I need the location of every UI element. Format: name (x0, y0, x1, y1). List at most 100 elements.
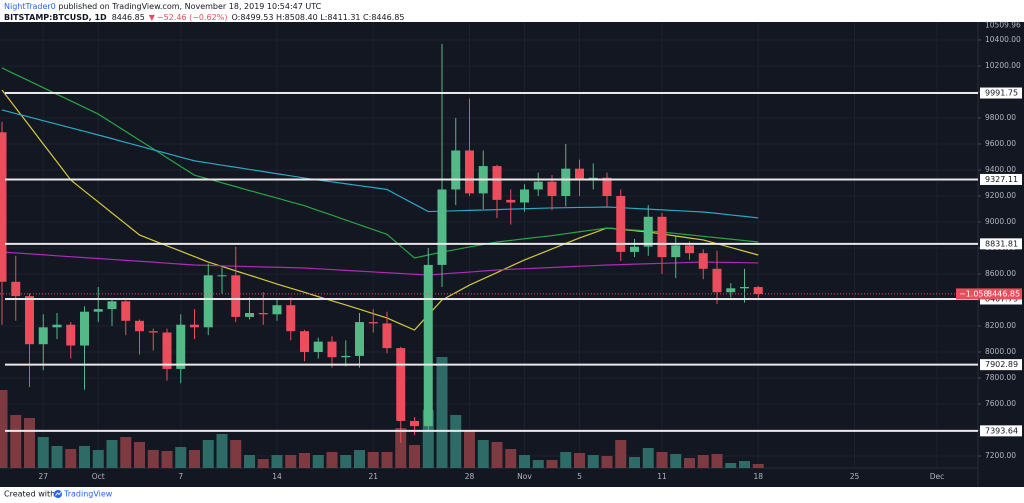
candle-body (245, 313, 254, 317)
moving-average (1, 67, 759, 259)
x-tick-label: 18 (753, 472, 763, 481)
volume-bar (271, 455, 283, 468)
plot (0, 22, 978, 468)
level-label: 9327.11 (985, 175, 1018, 184)
candle-body (300, 331, 309, 353)
candle-body (547, 181, 557, 196)
volume-bar (79, 446, 90, 468)
volume-bar (120, 437, 132, 468)
candle-body (135, 320, 144, 332)
candle-body (602, 177, 612, 196)
chart-background (0, 22, 1024, 487)
axes: 7200.007400.007600.007800.008000.008200.… (38, 21, 1022, 481)
volume-bar (409, 445, 420, 468)
candle-body (616, 195, 626, 252)
candle-body (712, 268, 722, 293)
candle-body (80, 311, 89, 346)
volume-bar (230, 440, 242, 468)
logo[interactable]: TradingView (63, 490, 113, 499)
author[interactable]: NightTrader0 (4, 2, 56, 11)
volume-bar (601, 456, 613, 468)
candle-body (217, 275, 227, 277)
candle-body (355, 322, 364, 356)
x-tick-label: 25 (850, 472, 860, 481)
volume-bar (519, 455, 530, 468)
y-tick-label: 7200.00 (985, 451, 1016, 460)
last-price: 8446.85 (112, 13, 145, 22)
moving-average (1, 251, 759, 276)
level-tag (980, 87, 1022, 99)
volume-bar (670, 454, 682, 468)
candle-body (176, 324, 186, 369)
candle-body (657, 216, 667, 258)
y-tick-label: 8000.00 (985, 347, 1016, 356)
y-tick-label: 9200.00 (985, 191, 1016, 200)
volume-bar (24, 418, 35, 468)
candle-body (121, 301, 131, 321)
x-tick-label: Dec (930, 472, 945, 481)
x-tick-label: 27 (38, 472, 48, 481)
volume-bar (51, 446, 63, 468)
published: published on TradingView.com, November 1… (56, 2, 322, 11)
candle-body (561, 168, 571, 196)
y-tick-label: 9000.00 (985, 217, 1016, 226)
candle-body (533, 181, 543, 190)
candle-body (520, 189, 529, 203)
candle-body (382, 323, 392, 349)
candle-body (753, 287, 763, 294)
y-tick-label: 9400.00 (985, 165, 1016, 174)
volume-bar (697, 455, 709, 468)
volume-bar (175, 447, 187, 468)
x-tick-label: 5 (577, 472, 582, 481)
volume-bar (161, 451, 173, 468)
x-tick-label: 28 (465, 472, 475, 481)
volume-bar (381, 452, 393, 468)
y-tick-label: 10400.00 (985, 35, 1021, 44)
volume-bar (92, 450, 104, 468)
candle-body (726, 288, 736, 293)
ohlc: O:8499.53 H:8508.40 L:8411.31 C:8446.85 (231, 13, 404, 22)
level-tag (980, 359, 1022, 371)
x-tick-label: 21 (368, 472, 378, 481)
x-tick-label: 7 (178, 472, 183, 481)
arrow: ▼ (149, 13, 156, 22)
volume-bar (629, 457, 640, 468)
moving-average (1, 109, 759, 219)
candle-body (231, 275, 241, 317)
volume-bar (189, 450, 200, 468)
volume-bar (711, 454, 723, 468)
candle-body (575, 168, 584, 181)
candle-body (740, 286, 749, 289)
volume-bar (340, 455, 352, 468)
candle-body (671, 245, 681, 258)
candle-body (190, 324, 199, 328)
candle-body (52, 324, 62, 328)
volume-bar (65, 449, 77, 468)
price-label: 8446.85 (987, 289, 1020, 298)
y-tick-label: 7800.00 (985, 373, 1016, 382)
y-top-label: 10509.96 (985, 21, 1021, 30)
y-tick-label: 9800.00 (985, 113, 1016, 122)
volume-bar (395, 428, 407, 468)
volume-bar (656, 452, 668, 468)
candle-body (685, 245, 694, 254)
volume-bar (477, 440, 489, 468)
candle-body (698, 253, 708, 269)
candle-body (630, 246, 639, 252)
candle-body (437, 189, 447, 265)
volume-bar (285, 455, 297, 468)
candle-body (38, 327, 48, 345)
level-label: 8831.81 (985, 239, 1018, 248)
candle-body (643, 216, 653, 247)
candle-body (451, 150, 461, 190)
candle-body (162, 332, 172, 369)
candle-body (93, 309, 103, 312)
volume-bar (739, 461, 750, 468)
x-tick-label: Oct (92, 472, 105, 481)
volume-bar (257, 459, 269, 468)
candle-body (465, 150, 474, 194)
volume-bar (491, 442, 503, 468)
header-line-1: NightTrader0 published on TradingView.co… (4, 2, 322, 11)
volume-bar (615, 440, 627, 468)
